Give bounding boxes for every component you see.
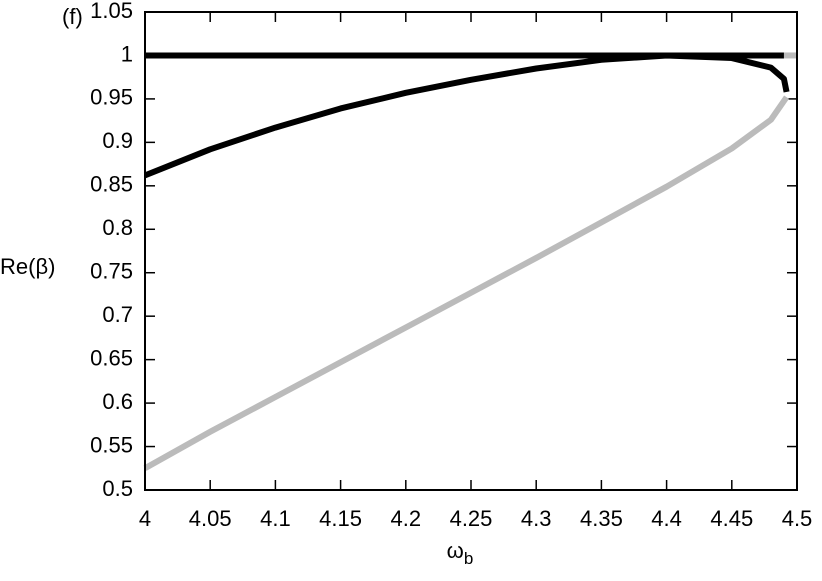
x-tick-label: 4.2 — [391, 506, 422, 531]
y-axis-label: Re(β) — [0, 254, 55, 279]
x-tick-label: 4.05 — [189, 506, 232, 531]
x-tick-label: 4.25 — [450, 506, 493, 531]
y-tick-label: 0.85 — [90, 172, 133, 197]
x-tick-label: 4.3 — [521, 506, 552, 531]
x-tick-label: 4.5 — [782, 506, 813, 531]
y-tick-label: 0.55 — [90, 432, 133, 457]
x-tick-label: 4 — [139, 506, 151, 531]
x-axis-label: ωb — [447, 538, 474, 569]
y-tick-label: 0.75 — [90, 259, 133, 284]
x-tick-label: 4.15 — [319, 506, 362, 531]
y-tick-label: 0.7 — [102, 302, 133, 327]
x-tick-label: 4.4 — [651, 506, 682, 531]
x-tick-label: 4.1 — [260, 506, 291, 531]
x-axis-label-main: ω — [447, 538, 464, 563]
y-tick-label: 0.95 — [90, 85, 133, 110]
y-tick-label: 0.6 — [102, 389, 133, 414]
x-tick-label: 4.35 — [580, 506, 623, 531]
y-tick-label: 0.5 — [102, 476, 133, 501]
panel-label: (f) — [62, 4, 83, 29]
data-line — [143, 52, 790, 179]
y-tick-label: 1 — [121, 41, 133, 66]
y-tick-label: 1.05 — [90, 0, 133, 23]
y-tick-label: 0.9 — [102, 128, 133, 153]
x-tick-label: 4.45 — [710, 506, 753, 531]
data-line — [143, 95, 790, 471]
y-tick-label: 0.65 — [90, 345, 133, 370]
plot-frame — [144, 11, 798, 491]
y-tick-label: 0.8 — [102, 215, 133, 240]
x-axis-label-sub: b — [464, 549, 473, 568]
